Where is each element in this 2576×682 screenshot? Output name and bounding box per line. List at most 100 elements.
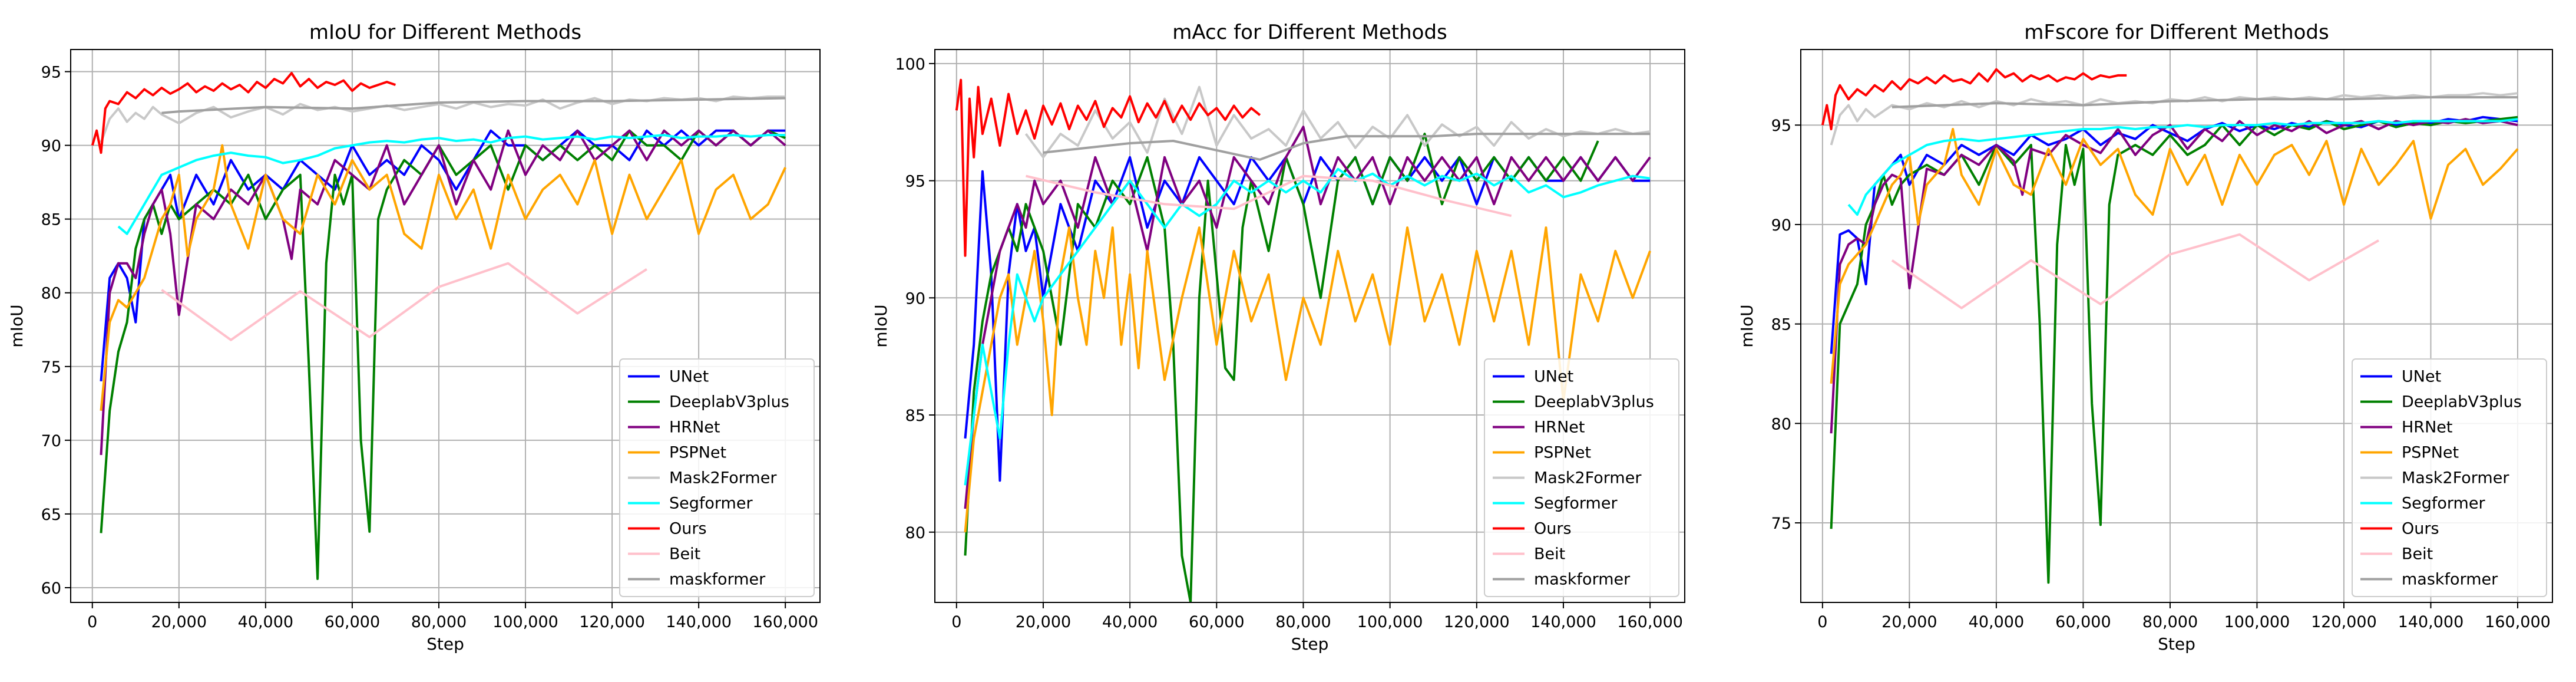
x-tick-label: 60,000 xyxy=(325,613,380,631)
series-group xyxy=(955,78,1651,602)
series-line-ours xyxy=(955,78,1261,257)
series-line-deeplabv3plus xyxy=(100,129,786,580)
legend-label: Beit xyxy=(1534,545,1565,564)
x-tick-label: 100,000 xyxy=(2224,613,2290,631)
legend-label: maskformer xyxy=(2402,571,2498,589)
x-tick-label: 160,000 xyxy=(2485,613,2551,631)
chart-panel-2: 0 20,000 40,000 60,000 80,000 100,000 120,000 1… xyxy=(871,21,1685,654)
y-tick-label: 80 xyxy=(41,285,61,303)
series-line-segformer xyxy=(1847,118,2518,216)
series-line-beit xyxy=(1891,233,2379,309)
legend: UNet DeeplabV3plus HRNet PSPNet Mask2Former S… xyxy=(1484,358,1679,597)
legend-label: UNet xyxy=(669,368,709,386)
legend: UNet DeeplabV3plus HRNet PSPNet Mask2Former S… xyxy=(619,358,815,597)
series-line-beit xyxy=(1026,174,1512,218)
x-tick-label: 140,000 xyxy=(1530,613,1596,631)
legend-label: DeeplabV3plus xyxy=(669,393,789,411)
x-tick-label: 80,000 xyxy=(411,613,467,631)
series-line-maskformer xyxy=(1892,96,2518,108)
x-tick-label: 80,000 xyxy=(1275,613,1331,631)
series-group xyxy=(1821,68,2519,584)
x-tick-label: 160,000 xyxy=(752,613,818,631)
series-line-pspnet xyxy=(964,226,1651,532)
x-tick-label: 0 xyxy=(87,613,97,631)
legend-label: UNet xyxy=(1534,368,1573,386)
series-line-segformer xyxy=(964,167,1651,486)
x-tick-label: 40,000 xyxy=(238,613,293,631)
chart-title: mIoU for Different Methods xyxy=(309,21,581,44)
legend-label: Ours xyxy=(669,520,707,538)
legend-label: DeeplabV3plus xyxy=(2402,393,2522,411)
series-line-maskformer xyxy=(161,97,786,114)
legend-label: Segformer xyxy=(1534,495,1618,513)
legend-label: Mask2Former xyxy=(1534,469,1642,487)
legend-label: HRNet xyxy=(1534,419,1585,437)
y-tick-label: 100 xyxy=(895,55,925,74)
y-axis-label: mIoU xyxy=(1737,304,1757,347)
y-axis-label: mIoU xyxy=(7,304,27,347)
chart-title: mFscore for Different Methods xyxy=(2024,21,2329,44)
chart-panel-3: 0 20,000 40,000 60,000 80,000 100,000 120,000 1… xyxy=(1737,21,2553,654)
legend-label: Ours xyxy=(2402,520,2439,538)
plot-frame xyxy=(1800,49,2553,603)
legend-label: maskformer xyxy=(1534,571,1631,589)
y-tick-label: 75 xyxy=(41,358,61,377)
x-tick-label: 100,000 xyxy=(1357,613,1423,631)
x-tick-label: 20,000 xyxy=(1016,613,1071,631)
legend-label: PSPNet xyxy=(2402,444,2459,462)
legend-label: PSPNet xyxy=(669,444,726,462)
y-tick-label: 60 xyxy=(41,579,61,598)
legend-box xyxy=(2352,358,2547,597)
y-tick-label: 80 xyxy=(1771,415,1791,433)
legend-label: HRNet xyxy=(669,419,720,437)
series-line-beit xyxy=(161,262,647,341)
y-tick-label: 85 xyxy=(1771,316,1791,334)
x-tick-label: 40,000 xyxy=(1102,613,1158,631)
y-tick-label: 90 xyxy=(905,289,925,308)
y-tick-label: 85 xyxy=(41,211,61,229)
chart-panel-1: 0 20,000 40,000 60,000 80,000 100,000 120,000 1… xyxy=(7,21,821,654)
x-tick-label: 0 xyxy=(951,613,961,631)
x-axis-label: Step xyxy=(2158,634,2195,654)
legend-label: Segformer xyxy=(669,495,753,513)
y-tick-label: 95 xyxy=(905,173,925,191)
y-tick-label: 85 xyxy=(905,407,925,425)
legend-label: Beit xyxy=(669,545,700,564)
legend-box xyxy=(619,358,815,597)
series-line-ours xyxy=(91,72,396,154)
x-tick-label: 120,000 xyxy=(2311,613,2377,631)
chart-title: mAcc for Different Methods xyxy=(1172,21,1447,44)
series-line-pspnet xyxy=(1830,128,2519,384)
y-tick-label: 80 xyxy=(905,524,925,542)
series-line-maskformer xyxy=(1043,133,1651,161)
series-line-segformer xyxy=(117,134,786,235)
x-tick-label: 120,000 xyxy=(579,613,645,631)
x-tick-label: 140,000 xyxy=(2398,613,2464,631)
legend-label: Ours xyxy=(1534,520,1572,538)
legend-label: PSPNet xyxy=(1534,444,1591,462)
y-axis-label: mIoU xyxy=(871,304,891,347)
y-tick-label: 95 xyxy=(1771,117,1791,135)
series-line-pspnet xyxy=(100,144,787,411)
x-tick-label: 80,000 xyxy=(2142,613,2198,631)
x-tick-label: 120,000 xyxy=(1444,613,1510,631)
legend-label: Mask2Former xyxy=(2402,469,2509,487)
legend: UNet DeeplabV3plus HRNet PSPNet Mask2Former S… xyxy=(2352,358,2547,597)
y-tick-label: 95 xyxy=(41,64,61,82)
x-tick-label: 100,000 xyxy=(492,613,558,631)
legend-label: maskformer xyxy=(669,571,766,589)
legend-label: Segformer xyxy=(2402,495,2485,513)
series-group xyxy=(91,72,787,580)
x-axis-label: Step xyxy=(1291,634,1329,654)
legend-label: Beit xyxy=(2402,545,2433,564)
x-tick-label: 40,000 xyxy=(1969,613,2024,631)
x-tick-label: 0 xyxy=(1817,613,1827,631)
legend-box xyxy=(1484,358,1679,597)
series-line-mask2former xyxy=(1024,85,1651,159)
x-axis-label: Step xyxy=(426,634,464,654)
y-tick-label: 90 xyxy=(41,137,61,156)
y-tick-label: 75 xyxy=(1771,515,1791,533)
legend-label: UNet xyxy=(2402,368,2441,386)
x-tick-label: 60,000 xyxy=(1189,613,1244,631)
